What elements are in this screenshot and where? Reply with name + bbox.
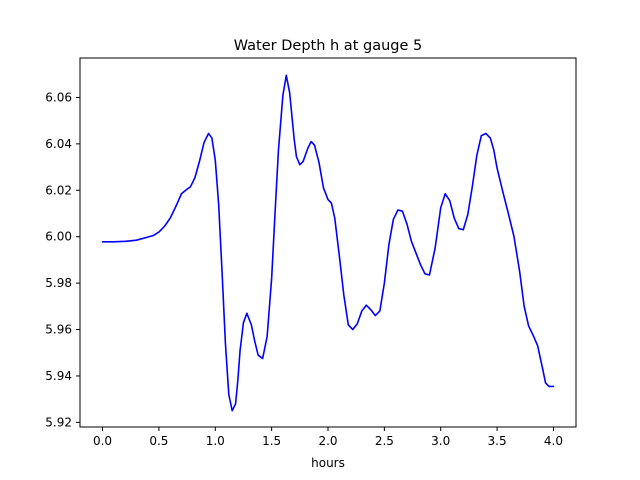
y-tick-label: 6.04 xyxy=(45,137,72,151)
y-tick-label: 6.02 xyxy=(45,183,72,197)
x-tick-label: 3.5 xyxy=(488,434,507,448)
x-tick-label: 2.5 xyxy=(375,434,394,448)
x-tick-label: 3.0 xyxy=(431,434,450,448)
x-axis-label: hours xyxy=(311,456,345,470)
y-axis: 5.92 5.94 5.96 5.98 6.00 6.02 6.04 6.06 xyxy=(45,90,80,429)
x-tick-label: 0.0 xyxy=(93,434,112,448)
y-tick-label: 5.98 xyxy=(45,276,72,290)
y-tick-label: 5.96 xyxy=(45,323,72,337)
x-tick-label: 1.0 xyxy=(206,434,225,448)
x-tick-label: 2.0 xyxy=(318,434,337,448)
y-tick-label: 6.00 xyxy=(45,230,72,244)
x-axis: 0.0 0.5 1.0 1.5 2.0 2.5 3.0 3.5 4.0 xyxy=(93,427,563,448)
y-tick-label: 6.06 xyxy=(45,90,72,104)
x-tick-label: 4.0 xyxy=(544,434,563,448)
plot-frame xyxy=(79,57,577,428)
series-line-0 xyxy=(101,74,555,412)
y-tick-label: 5.94 xyxy=(45,369,72,383)
x-tick-label: 0.5 xyxy=(149,434,168,448)
plot-area xyxy=(79,57,577,428)
y-tick-label: 5.92 xyxy=(45,415,72,429)
chart-title: Water Depth h at gauge 5 xyxy=(234,38,422,54)
x-tick-label: 1.5 xyxy=(262,434,281,448)
